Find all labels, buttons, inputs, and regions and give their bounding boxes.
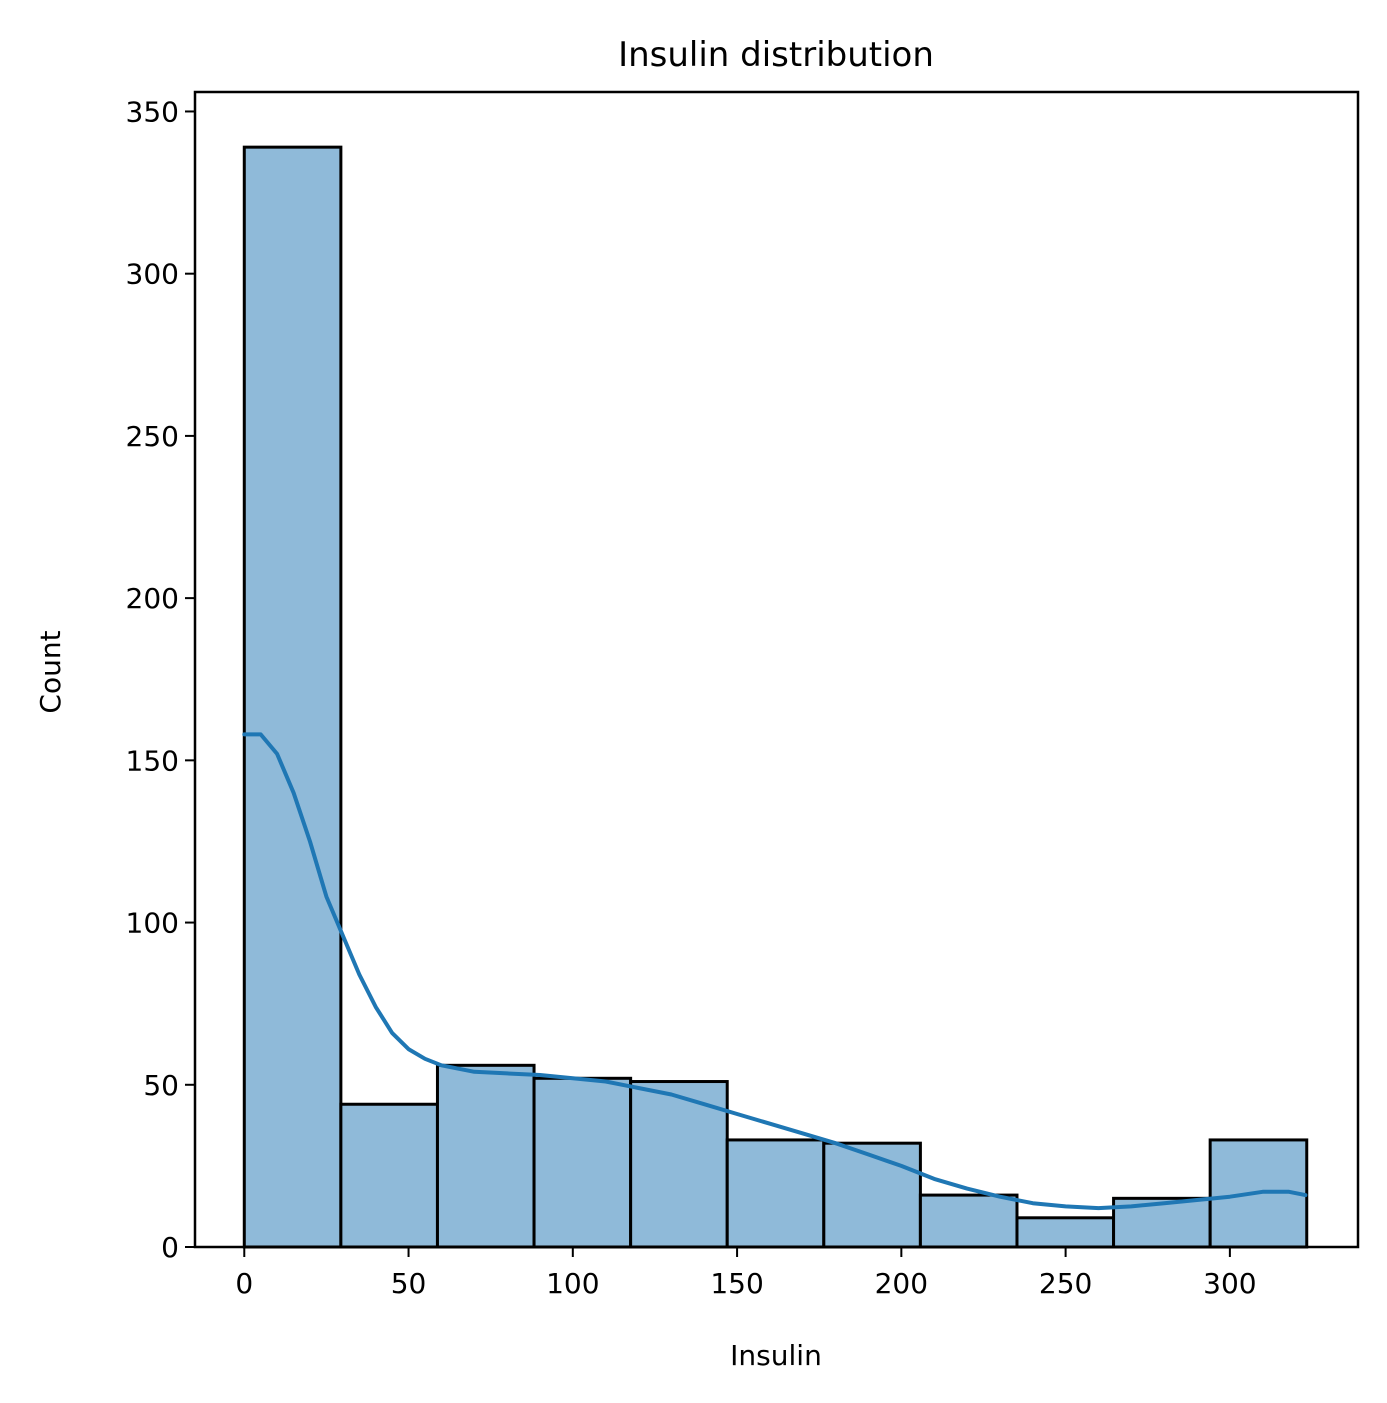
y-tick-label: 0 (161, 1231, 179, 1264)
plot-area-frame (193, 90, 1360, 1249)
x-tick-label: 300 (1203, 1267, 1256, 1300)
y-tick-label: 300 (126, 258, 179, 291)
histogram-bar-7 (918, 1193, 1019, 1249)
histogram-bar-6 (822, 1141, 922, 1249)
histogram-bar-3 (532, 1076, 633, 1249)
y-tick-label: 150 (126, 744, 179, 777)
kde-curve (242, 732, 1308, 1211)
x-tick-label: 100 (546, 1267, 599, 1300)
histogram-bar-1 (339, 1102, 439, 1249)
x-tick-label: 200 (875, 1267, 928, 1300)
x-tick-label: 250 (1039, 1267, 1092, 1300)
x-axis-ticks: 0 50 100 150 200 250 300 (235, 1247, 1257, 1300)
x-tick-label: 0 (235, 1267, 253, 1300)
histogram-bar-5 (725, 1138, 826, 1249)
y-tick-label: 350 (126, 95, 179, 128)
histogram-bar-0 (242, 145, 343, 1249)
y-tick-label: 100 (126, 907, 179, 940)
chart-title: Insulin distribution (618, 35, 934, 75)
histogram-bar-4 (629, 1080, 729, 1249)
x-axis-label: Insulin (730, 1339, 822, 1372)
y-axis-label: Count (34, 630, 67, 713)
histogram-bars (242, 145, 1309, 1249)
x-tick-label: 150 (710, 1267, 763, 1300)
y-axis-ticks: 0 50 100 150 200 250 300 350 (126, 95, 195, 1264)
y-tick-label: 50 (143, 1069, 179, 1102)
histogram-bar-2 (435, 1063, 536, 1249)
y-tick-label: 200 (126, 582, 179, 615)
histogram-bar-8 (1015, 1216, 1116, 1249)
x-tick-label: 50 (391, 1267, 427, 1300)
y-tick-label: 250 (126, 420, 179, 453)
